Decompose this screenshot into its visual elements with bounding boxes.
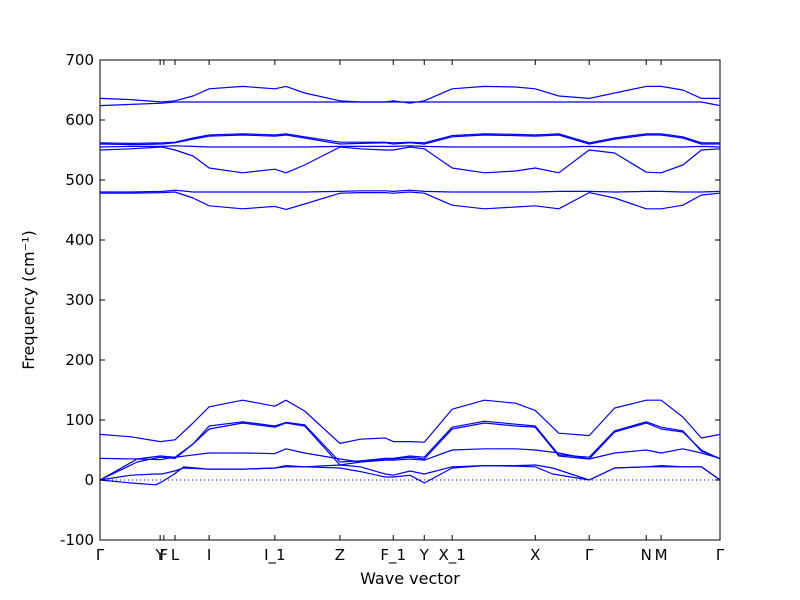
y-ticks: -100 0 100 200 300 400 500 600 700	[60, 51, 720, 549]
x-tick-label: Γ	[716, 546, 725, 564]
x-tick-label: F	[160, 546, 169, 564]
band-lines	[99, 85, 721, 486]
band-line-3	[99, 422, 721, 481]
x-tick-label: I	[207, 546, 211, 564]
x-tick-label: Γ	[585, 546, 594, 564]
x-ticks: Γ YF L I I_1 Z F_1 Y X_1 X Γ N M Γ	[96, 60, 725, 565]
plot-area: Γ YF L I I_1 Z F_1 Y X_1 X Γ N M Γ -10001002003004005…	[60, 51, 725, 565]
x-tick-label: M	[655, 546, 668, 564]
band-line-11	[99, 134, 720, 146]
band-line-9	[99, 146, 721, 174]
band-line-4	[99, 420, 721, 481]
y-tick-label: 300	[65, 291, 94, 309]
y-axis-label: Frequency (cm⁻¹)	[19, 230, 38, 369]
y-tick-label: 500	[65, 171, 94, 189]
y-tick-label: 0	[84, 471, 94, 489]
band-line-2	[99, 464, 721, 481]
y-tick-label: -100	[60, 531, 94, 549]
x-tick-label: Z	[335, 546, 345, 564]
y-tick-label: 600	[65, 111, 94, 129]
x-tick-label: Y	[419, 546, 430, 564]
band-line-14	[99, 85, 720, 104]
band-line-10	[99, 145, 721, 148]
x-tick-label: L	[171, 546, 180, 564]
x-tick-label: Y	[155, 546, 166, 564]
y-tick-label: 100	[65, 411, 94, 429]
band-line-12	[99, 133, 720, 144]
band-line-8	[100, 191, 721, 210]
band-line-7	[100, 189, 721, 193]
y-tick-label: 700	[65, 51, 94, 69]
band-line-13	[99, 101, 721, 107]
band-line-6	[99, 399, 721, 444]
band-line-5	[99, 448, 721, 463]
y-tick-label: 400	[65, 231, 94, 249]
x-tick-label: N	[641, 546, 652, 564]
x-tick-label: X_1	[438, 546, 465, 565]
x-tick-label: I_1	[264, 546, 285, 565]
x-tick-label: Γ	[96, 546, 105, 564]
x-tick-label: X	[530, 546, 540, 564]
x-axis-label: Wave vector	[360, 569, 460, 588]
x-tick-label: F_1	[380, 546, 406, 565]
y-tick-label: 200	[65, 351, 94, 369]
